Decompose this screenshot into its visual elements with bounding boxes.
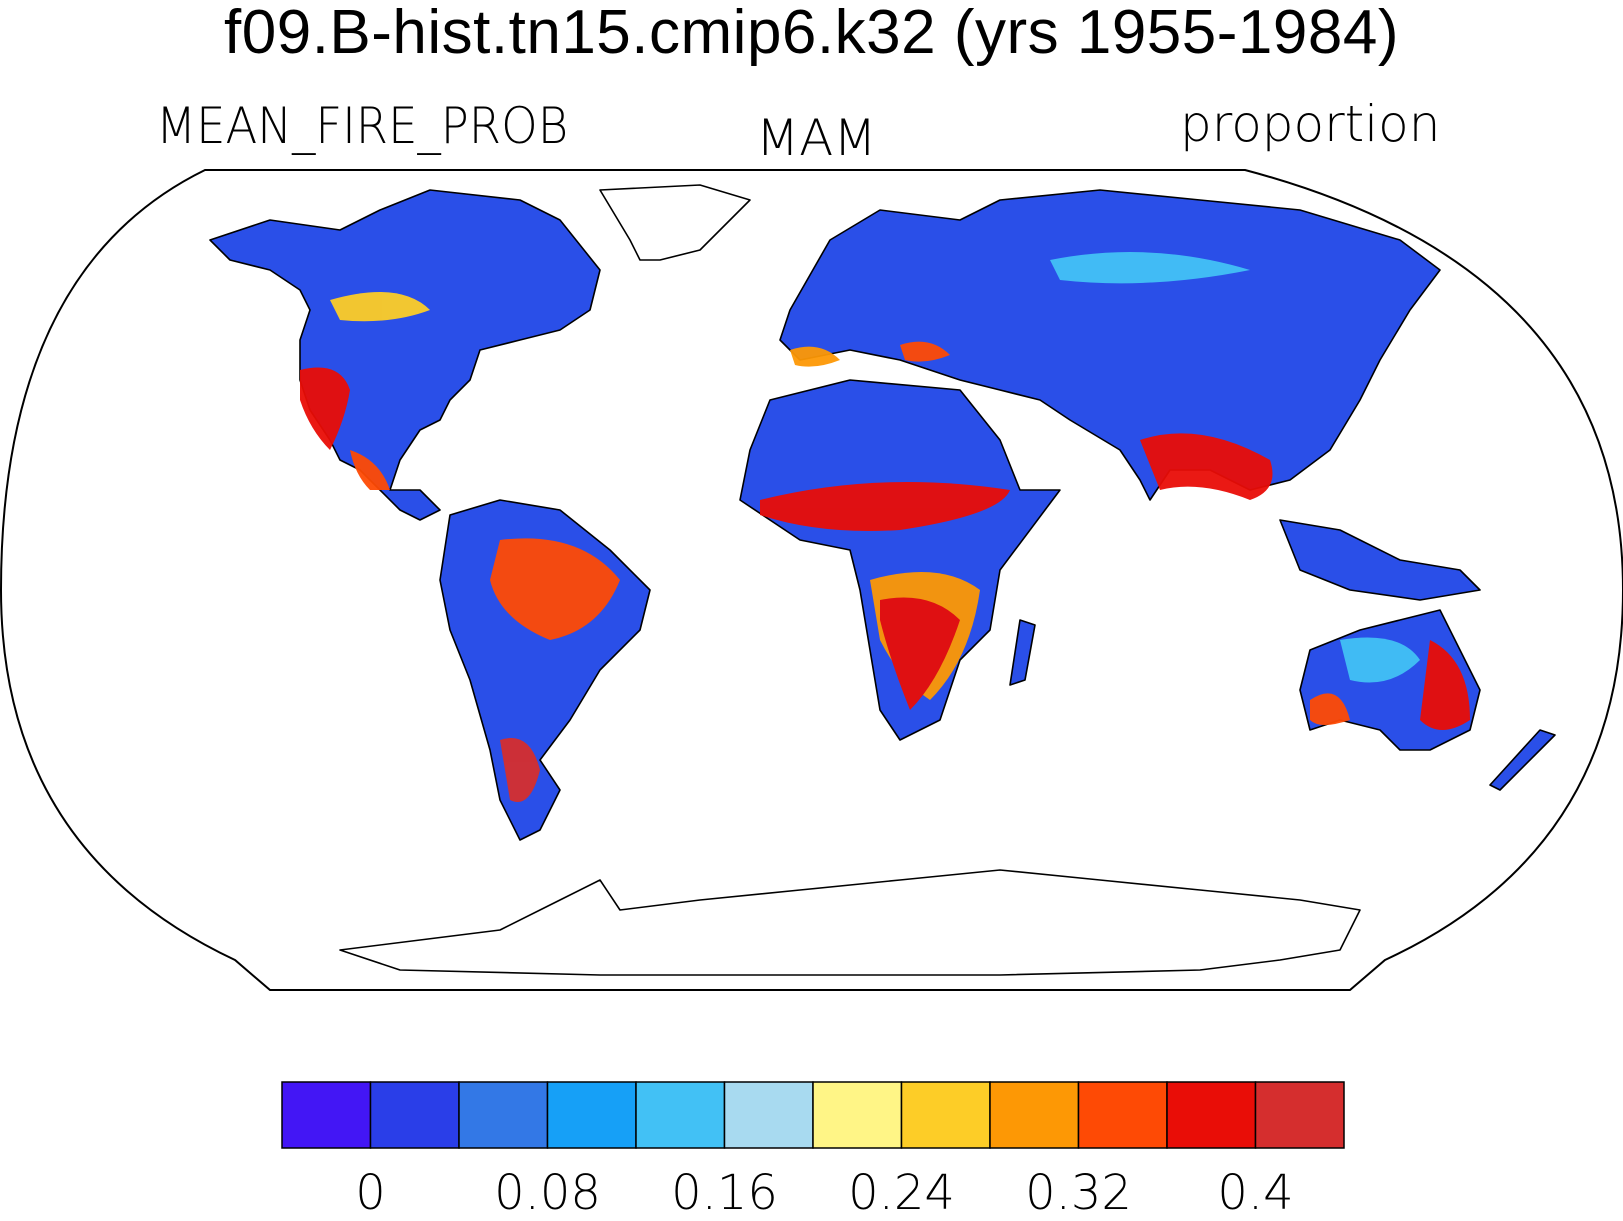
colorbar-swatch-6: [812, 1081, 903, 1149]
colorbar-swatch-3: [546, 1081, 637, 1149]
colorbar-tick-label: 0.16: [671, 1165, 778, 1221]
world-map: [0, 169, 1623, 991]
maritime-asia: [1279, 519, 1481, 601]
colorbar-swatch-4: [635, 1081, 726, 1149]
variable-label: MEAN_FIRE_PROB: [156, 97, 569, 155]
colorbar-tick-label: 0.08: [494, 1165, 601, 1221]
colorbar-swatch-9: [1077, 1081, 1168, 1149]
colorbar-swatch-5: [723, 1081, 814, 1149]
colorbar-tick-label: 0: [355, 1165, 386, 1221]
season-label: MAM: [756, 109, 877, 167]
colorbar-swatch-10: [1166, 1081, 1257, 1149]
greenland: [599, 184, 751, 261]
colorbar: [281, 1081, 1345, 1149]
colorbar-swatch-1: [369, 1081, 460, 1149]
madagascar: [1009, 619, 1036, 686]
colorbar-swatch-7: [900, 1081, 991, 1149]
north-america: [209, 189, 601, 521]
new-zealand: [1489, 729, 1556, 791]
colorbar-swatch-8: [989, 1081, 1080, 1149]
units-label: proportion: [1180, 95, 1441, 153]
colorbar-tick-label: 0.32: [1025, 1165, 1132, 1221]
colorbar-swatch-11: [1254, 1081, 1345, 1149]
antarctica: [339, 869, 1361, 976]
africa: [739, 379, 1061, 741]
colorbar-swatch-0: [281, 1081, 372, 1149]
colorbar-tick-label: 0.4: [1217, 1165, 1294, 1221]
colorbar-swatch-2: [458, 1081, 549, 1149]
colorbar-tick-label: 0.24: [848, 1165, 955, 1221]
plot-title: f09.B-hist.tn15.cmip6.k32 (yrs 1955-1984…: [224, 0, 1399, 67]
